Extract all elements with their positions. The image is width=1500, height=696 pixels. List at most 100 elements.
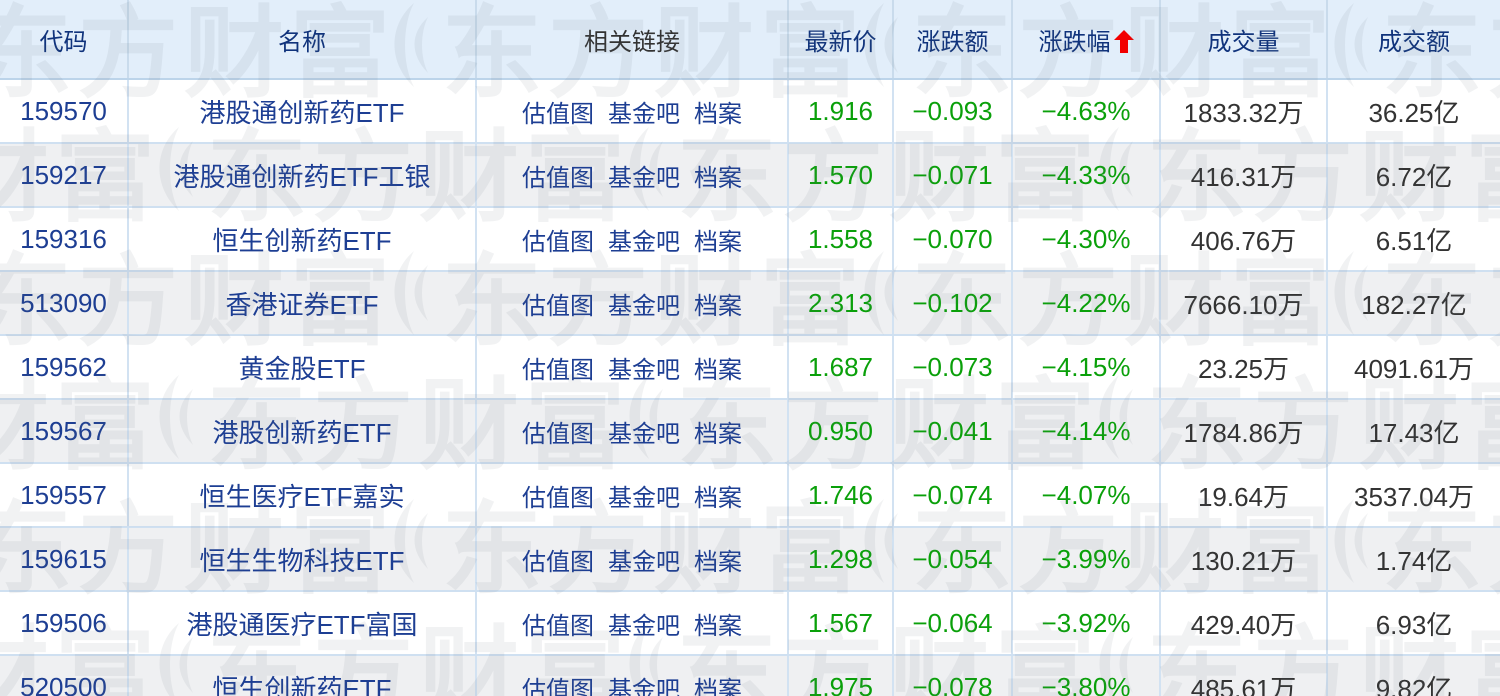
cell-volume-value: 406.76万 — [1160, 207, 1328, 272]
valuation-chart-link[interactable]: 估值图 — [522, 548, 594, 576]
fund-forum-link[interactable]: 基金吧 — [608, 420, 680, 448]
cell-fund-name-link: 恒生生物科技ETF — [128, 527, 477, 592]
fund-name-link[interactable]: 恒生创新药ETF — [212, 225, 392, 256]
cell-turnover-value: 4091.61万 — [1327, 335, 1500, 400]
cell-related-links: 估值图 基金吧 档案 — [476, 335, 789, 400]
cell-change-percent-value: −4.30% — [1012, 207, 1161, 272]
fund-profile-link[interactable]: 档案 — [694, 292, 742, 320]
stock-code-link[interactable]: 520500 — [20, 671, 107, 696]
column-header-volume[interactable]: 成交量 — [1160, 0, 1328, 80]
volume-value: 1833.32万 — [1183, 97, 1304, 128]
fund-profile-link[interactable]: 档案 — [694, 612, 742, 640]
change-amount-value: −0.093 — [912, 95, 993, 126]
column-header-label: 成交量 — [1207, 28, 1280, 56]
column-header-turnover[interactable]: 成交额 — [1327, 0, 1500, 80]
fund-name-link[interactable]: 港股通医疗ETF富国 — [186, 609, 418, 640]
fund-name-link[interactable]: 港股创新药ETF — [212, 417, 392, 448]
cell-stock-code-link: 159316 — [0, 207, 129, 272]
cell-fund-name-link: 黄金股ETF — [128, 335, 477, 400]
valuation-chart-link[interactable]: 估值图 — [522, 164, 594, 192]
valuation-chart-link[interactable]: 估值图 — [522, 676, 594, 696]
cell-volume-value: 7666.10万 — [1160, 271, 1328, 336]
fund-forum-link[interactable]: 基金吧 — [608, 228, 680, 256]
fund-profile-link[interactable]: 档案 — [694, 676, 742, 696]
column-header-label: 成交额 — [1378, 28, 1450, 56]
volume-value: 406.76万 — [1190, 225, 1297, 256]
fund-forum-link[interactable]: 基金吧 — [608, 356, 680, 384]
fund-profile-link[interactable]: 档案 — [694, 164, 742, 192]
fund-forum-link[interactable]: 基金吧 — [608, 484, 680, 512]
table-row: 159570 港股通创新药ETF 估值图 基金吧 档案 1.916 −0.093 −4.63%… — [0, 79, 1500, 144]
cell-turnover-value: 3537.04万 — [1327, 463, 1500, 528]
stock-code-link[interactable]: 159217 — [20, 159, 107, 190]
fund-profile-link[interactable]: 档案 — [694, 548, 742, 576]
latest-price-value: 0.950 — [807, 415, 874, 446]
table-header: 代码 名称 相关链接 最新价 涨跌额 涨跌幅 成交量 成交额 — [0, 0, 1500, 80]
valuation-chart-link[interactable]: 估值图 — [522, 484, 594, 512]
column-header-change[interactable]: 涨跌额 — [893, 0, 1013, 80]
valuation-chart-link[interactable]: 估值图 — [522, 100, 594, 128]
stock-code-link[interactable]: 159570 — [20, 95, 107, 126]
stock-code-link[interactable]: 159615 — [20, 543, 107, 574]
column-header-price[interactable]: 最新价 — [788, 0, 894, 80]
table-row: 159615 恒生生物科技ETF 估值图 基金吧 档案 1.298 −0.054 −3.99%… — [0, 527, 1500, 592]
cell-change-percent-value: −4.22% — [1012, 271, 1161, 336]
fund-profile-link[interactable]: 档案 — [694, 100, 742, 128]
stock-code-link[interactable]: 159562 — [20, 351, 107, 382]
table-row: 159567 港股创新药ETF 估值图 基金吧 档案 0.950 −0.041 −4.14% 1… — [0, 399, 1500, 464]
valuation-chart-link[interactable]: 估值图 — [522, 420, 594, 448]
column-header-label: 最新价 — [804, 28, 877, 56]
turnover-value: 3537.04万 — [1354, 481, 1474, 512]
cell-related-links: 估值图 基金吧 档案 — [476, 271, 789, 336]
turnover-value: 17.43亿 — [1368, 417, 1460, 448]
valuation-chart-link[interactable]: 估值图 — [522, 292, 594, 320]
stock-code-link[interactable]: 513090 — [20, 287, 107, 318]
fund-name-link[interactable]: 黄金股ETF — [238, 353, 366, 384]
cell-stock-code-link: 159567 — [0, 399, 129, 464]
fund-profile-link[interactable]: 档案 — [694, 420, 742, 448]
column-header-code[interactable]: 代码 — [0, 0, 129, 80]
fund-forum-link[interactable]: 基金吧 — [608, 164, 680, 192]
fund-profile-link[interactable]: 档案 — [694, 484, 742, 512]
cell-turnover-value: 1.74亿 — [1327, 527, 1500, 592]
column-header-pct[interactable]: 涨跌幅 — [1012, 0, 1161, 80]
stock-code-link[interactable]: 159557 — [20, 479, 107, 510]
cell-stock-code-link: 159615 — [0, 527, 129, 592]
cell-turnover-value: 6.51亿 — [1327, 207, 1500, 272]
cell-latest-price-value: 1.975 — [788, 655, 894, 696]
valuation-chart-link[interactable]: 估值图 — [522, 228, 594, 256]
volume-value: 23.25万 — [1197, 353, 1290, 384]
stock-code-link[interactable]: 159506 — [20, 607, 107, 638]
cell-turnover-value: 182.27亿 — [1327, 271, 1500, 336]
fund-forum-link[interactable]: 基金吧 — [608, 548, 680, 576]
fund-forum-link[interactable]: 基金吧 — [608, 676, 680, 696]
latest-price-value: 1.558 — [807, 223, 874, 254]
valuation-chart-link[interactable]: 估值图 — [522, 356, 594, 384]
change-percent-value: −3.92% — [1041, 607, 1131, 638]
stock-code-link[interactable]: 159316 — [20, 223, 107, 254]
fund-forum-link[interactable]: 基金吧 — [608, 292, 680, 320]
cell-related-links: 估值图 基金吧 档案 — [476, 143, 789, 208]
fund-forum-link[interactable]: 基金吧 — [608, 612, 680, 640]
fund-name-link[interactable]: 港股通创新药ETF — [199, 97, 405, 128]
change-amount-value: −0.074 — [912, 479, 993, 510]
fund-name-link[interactable]: 恒生创新药ETF — [212, 673, 392, 696]
fund-profile-link[interactable]: 档案 — [694, 356, 742, 384]
fund-name-link[interactable]: 恒生生物科技ETF — [199, 545, 405, 576]
cell-change-amount-value: −0.070 — [893, 207, 1013, 272]
stock-code-link[interactable]: 159567 — [20, 415, 107, 446]
cell-stock-code-link: 520500 — [0, 655, 129, 696]
change-percent-value: −4.15% — [1041, 351, 1131, 382]
fund-profile-link[interactable]: 档案 — [694, 228, 742, 256]
cell-fund-name-link: 恒生创新药ETF — [128, 655, 477, 696]
cell-change-amount-value: −0.078 — [893, 655, 1013, 696]
column-header-name[interactable]: 名称 — [128, 0, 477, 80]
fund-name-link[interactable]: 港股通创新药ETF工银 — [173, 161, 431, 192]
valuation-chart-link[interactable]: 估值图 — [522, 612, 594, 640]
fund-name-link[interactable]: 香港证券ETF — [225, 289, 379, 320]
fund-name-link[interactable]: 恒生医疗ETF嘉实 — [199, 481, 405, 512]
column-header-links: 相关链接 — [476, 0, 789, 80]
cell-change-percent-value: −3.80% — [1012, 655, 1161, 696]
fund-forum-link[interactable]: 基金吧 — [608, 100, 680, 128]
